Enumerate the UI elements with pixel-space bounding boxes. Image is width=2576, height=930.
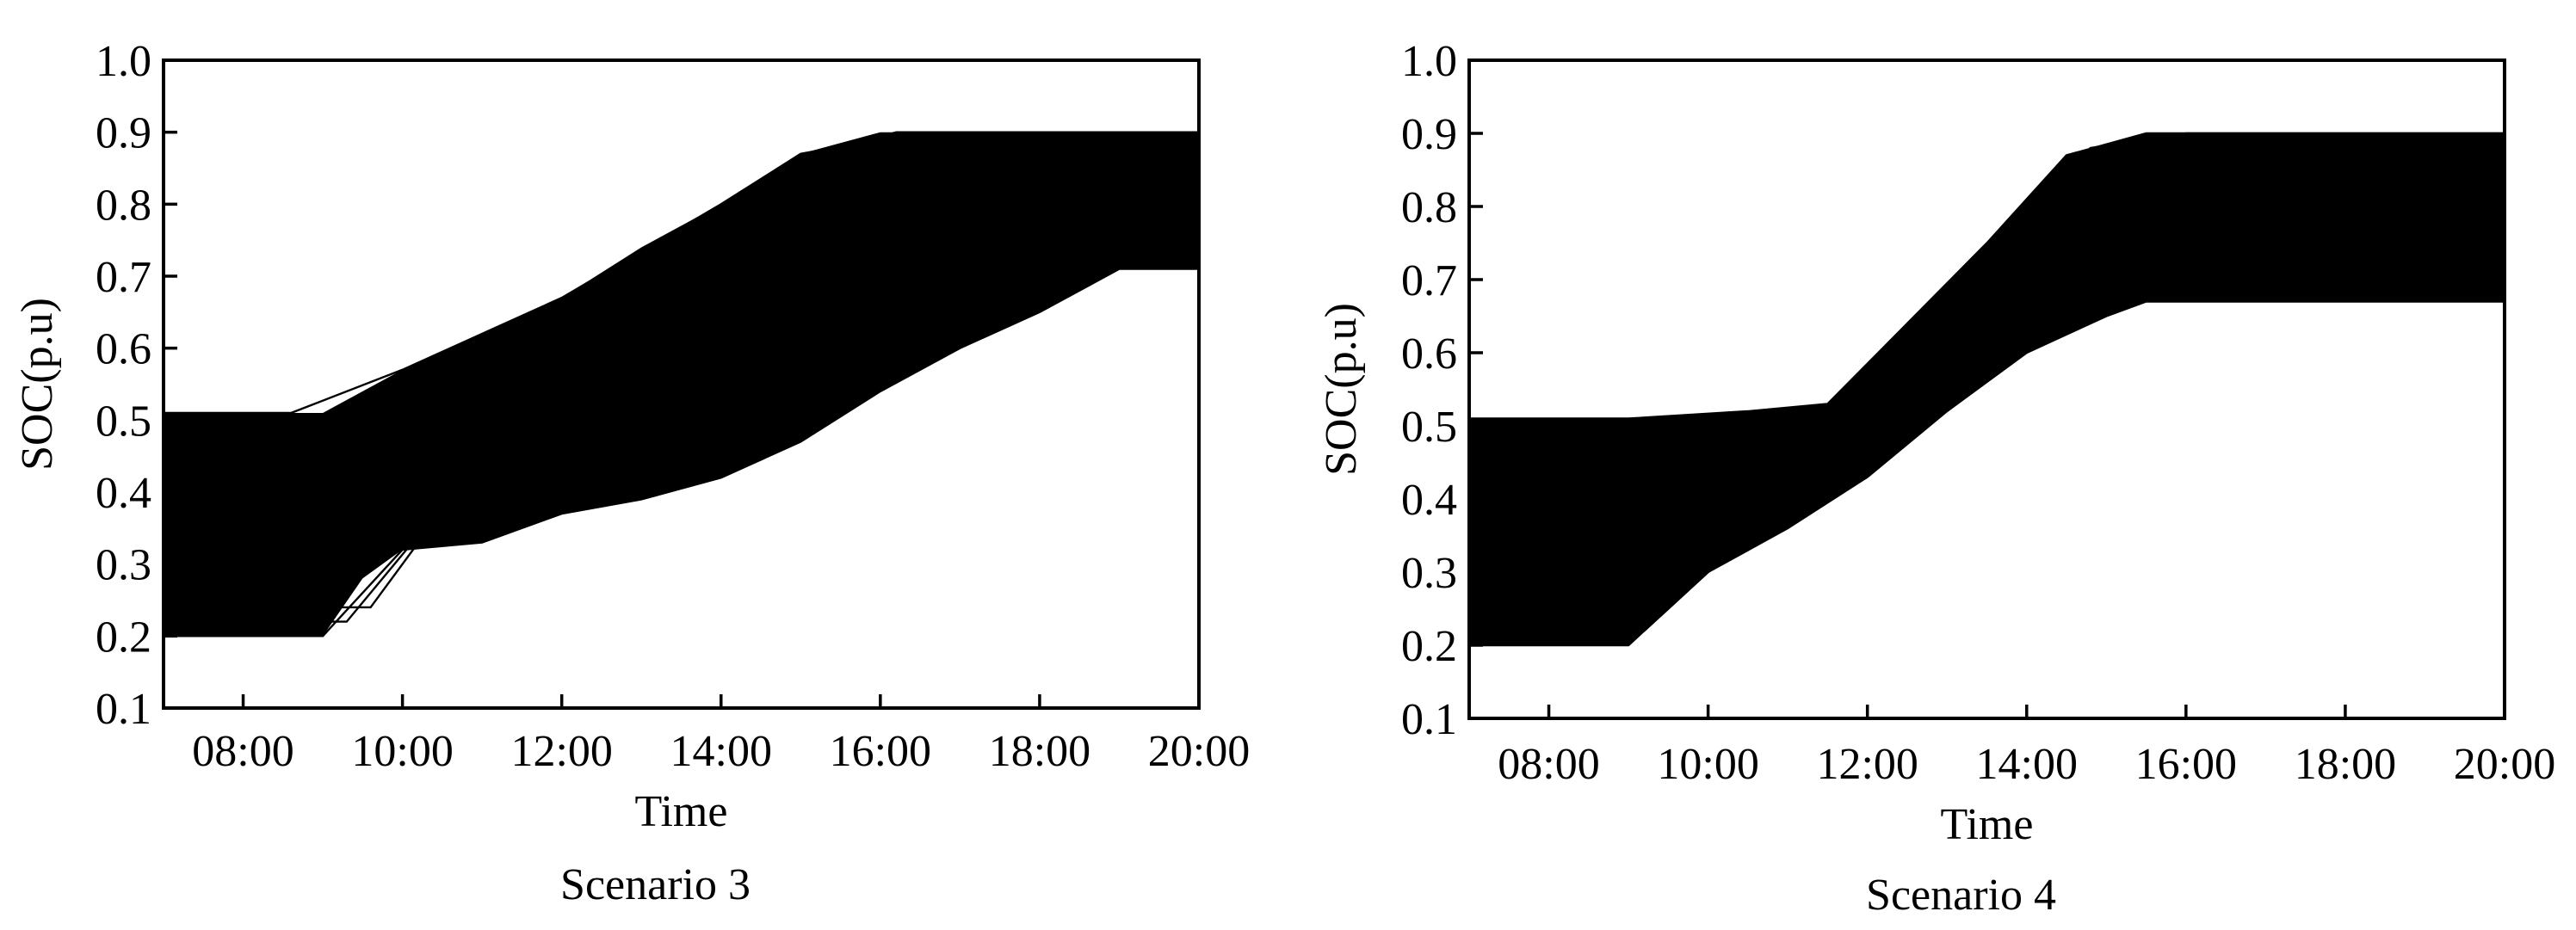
x-tick-label: 18:00	[2295, 740, 2396, 789]
soc-trace-6	[164, 131, 1199, 443]
y-tick-label: 0.4	[96, 469, 151, 518]
x-axis-label: Time	[1941, 800, 2034, 849]
y-tick-label: 0.7	[1401, 256, 1457, 305]
y-tick-label: 0.4	[1401, 476, 1457, 525]
x-tick-label: 20:00	[1148, 727, 1250, 776]
soc-trace-5	[1469, 132, 2505, 442]
y-tick-label: 0.3	[96, 541, 151, 590]
x-tick-label: 16:00	[830, 727, 931, 776]
x-tick-label: 12:00	[510, 727, 612, 776]
y-tick-label: 0.8	[96, 181, 151, 230]
y-tick-label: 0.9	[1401, 110, 1457, 159]
y-tick-label: 0.1	[96, 685, 151, 734]
y-tick-label: 0.8	[1401, 183, 1457, 232]
scenario-caption: Scenario 3	[560, 860, 751, 909]
y-axis-label: SOC(p.u)	[1317, 303, 1366, 476]
y-tick-label: 0.7	[96, 253, 151, 302]
x-tick-label: 10:00	[1657, 740, 1758, 789]
soc-trace-4	[164, 138, 1199, 415]
chart-panel-1: 0.1 0.2 0.3 0.4 0.5 0.6 0.7 0.8 0.9 1.0 08:00 10:00…	[13, 37, 1250, 909]
y-tick-label: 1.0	[1401, 37, 1457, 86]
chart-panel-2: 0.1 0.2 0.3 0.4 0.5 0.6 0.7 0.8 0.9 1.0 08:00 10:00…	[1317, 37, 2555, 920]
x-tick-label: 18:00	[989, 727, 1090, 776]
y-tick-label: 0.1	[1401, 695, 1457, 744]
soc-envelope-band	[1469, 133, 2505, 645]
y-tick-label: 1.0	[96, 37, 151, 86]
y-tick-label: 0.2	[1401, 622, 1457, 671]
y-tick-label: 0.5	[96, 397, 151, 446]
x-tick-label: 14:00	[1976, 740, 2078, 789]
x-axis-label: Time	[635, 787, 728, 836]
plot-frame	[1467, 59, 2506, 720]
x-tick-label: 10:00	[351, 727, 453, 776]
y-tick-label: 0.5	[1401, 403, 1457, 452]
y-tick-label: 0.9	[96, 109, 151, 158]
x-tick-label: 12:00	[1816, 740, 1918, 789]
plot-frame	[162, 59, 1201, 710]
soc-envelope-band	[164, 132, 1199, 637]
soc-trace-2	[1469, 286, 2505, 632]
x-tick-label: 16:00	[2135, 740, 2237, 789]
soc-trace-5	[164, 131, 1199, 428]
soc-trace-3	[1469, 271, 2505, 618]
x-tick-label: 14:00	[670, 727, 772, 776]
y-tick-label: 0.2	[96, 613, 151, 662]
y-axis-label: SOC(p.u)	[13, 298, 62, 471]
soc-trace-3	[164, 261, 1199, 609]
x-tick-label: 08:00	[1498, 740, 1599, 789]
x-tick-label: 20:00	[2454, 740, 2555, 789]
soc-trace-2	[164, 253, 1199, 623]
x-tick-label: 08:00	[192, 727, 293, 776]
y-tick-label: 0.6	[1401, 330, 1457, 379]
y-tick-label: 0.6	[96, 325, 151, 374]
y-tick-label: 0.3	[1401, 549, 1457, 598]
scenario-caption: Scenario 4	[1866, 871, 2056, 920]
soc-trace-4	[1469, 132, 2505, 420]
soc-trace-1	[164, 268, 1199, 637]
soc-trace-6	[1469, 154, 2505, 457]
